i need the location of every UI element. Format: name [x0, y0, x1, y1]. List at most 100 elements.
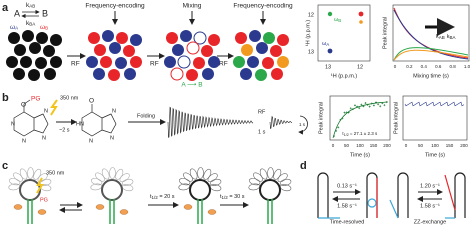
hairpins [317, 172, 466, 219]
caged-molecule [13, 99, 49, 137]
molecule [249, 30, 261, 42]
buildup-curve [393, 49, 469, 61]
helix-arm [109, 167, 116, 179]
omega-a: ωA [10, 24, 18, 31]
rf-label: RF [219, 61, 228, 68]
x-tick-label: 0.4 [421, 64, 428, 69]
x-tick-label: 12 [357, 64, 363, 70]
symbol: ω [10, 24, 15, 31]
molecule [29, 42, 41, 54]
subscript: BA [29, 22, 35, 27]
molecule [240, 68, 252, 80]
decay-curve [393, 7, 469, 59]
omega-b: ωB [40, 24, 48, 31]
x-tick-label: 50 [418, 143, 424, 148]
helix-arm [248, 183, 260, 191]
molecule [109, 42, 121, 54]
molecule [50, 56, 62, 68]
loop-label: 1 s [299, 122, 306, 127]
molecule [8, 32, 20, 44]
molecule [123, 45, 135, 57]
molecule [86, 56, 98, 68]
ring [33, 113, 49, 134]
molecule [255, 69, 267, 81]
helix-arm [178, 183, 190, 191]
helix-arm [209, 178, 222, 186]
rna-loop [19, 179, 41, 201]
subscript: A [15, 26, 18, 31]
legend-text: kAB kBA [436, 34, 456, 40]
helix-arm [37, 173, 48, 183]
x-tick-label: 0 [394, 64, 397, 69]
symbol: k [447, 34, 450, 40]
molecule [35, 57, 47, 69]
molecule [44, 68, 56, 80]
molecule [28, 69, 40, 81]
x-ticks: 0 0.2 0.4 0.6 0.8 1.0 [394, 64, 471, 69]
subscript: 1/2 [344, 133, 349, 137]
molecule [166, 32, 178, 44]
helix-arm [259, 168, 268, 180]
method: ZZ-exchange [414, 219, 446, 225]
decay-curve [393, 9, 469, 60]
rate-ab: kAB [26, 2, 35, 9]
atom: N [42, 135, 46, 141]
rna-stem [27, 199, 33, 224]
state-a: A [14, 8, 20, 18]
molecule [130, 34, 142, 46]
y-axis-label: Peak integral [382, 17, 388, 49]
light-bolt [36, 177, 44, 194]
wavelength: 350 nm [60, 95, 79, 101]
x-tick-label: 1.0 [464, 64, 471, 69]
value: = 20 s [158, 194, 175, 200]
data-point [337, 126, 340, 129]
atom: HN [76, 121, 84, 127]
molecule [277, 34, 289, 46]
atom: O [89, 98, 94, 105]
peak-label: ωB [334, 17, 341, 23]
hairpin [317, 172, 329, 218]
subscript: 1/2 [152, 195, 159, 200]
helix-arm [253, 172, 263, 182]
x-ticks: 0 50 100 150 200 [405, 143, 469, 148]
symbol: τ [342, 131, 344, 136]
ligand [207, 209, 217, 215]
helix-arm [95, 172, 105, 182]
rna-loop [101, 179, 123, 201]
control-trace [404, 101, 465, 107]
spectrum-frame [317, 4, 371, 62]
helix-arm [197, 167, 204, 179]
rna-structures [8, 167, 292, 224]
helix-arm [27, 167, 34, 179]
protecting-group: PG [31, 96, 40, 103]
y-axis-label: Peak integral [393, 102, 399, 134]
molecule [235, 32, 247, 44]
data-point [364, 102, 367, 105]
panel-label: c [2, 160, 8, 172]
step-label: Mixing [183, 3, 202, 10]
molecule [164, 56, 176, 68]
kinetics-frame [329, 95, 391, 141]
helix-arm [19, 168, 28, 180]
fid-signal [167, 106, 293, 138]
molecule [115, 57, 127, 69]
x-tick-label: 13 [325, 64, 331, 70]
decay-frame [392, 4, 470, 62]
helix-arm [209, 184, 222, 192]
loop [367, 198, 377, 208]
free-molecule [81, 104, 117, 137]
panel-label: a [2, 2, 9, 14]
helix-arm [279, 178, 292, 186]
peak [327, 48, 333, 54]
x-axis-label: Time (s) [425, 152, 445, 158]
molecule [13, 68, 25, 80]
molecule [193, 31, 207, 45]
molecule [36, 32, 48, 44]
y-axis-label: ¹H (p.p.m.) [305, 20, 311, 46]
helix-arm [277, 173, 288, 183]
method: Time-resolved [330, 219, 365, 225]
fit-result: τ1/2 = 27.1 ± 2.3 s [342, 131, 378, 137]
rna-loop [189, 179, 211, 201]
ring [81, 111, 103, 137]
ring [13, 111, 35, 137]
